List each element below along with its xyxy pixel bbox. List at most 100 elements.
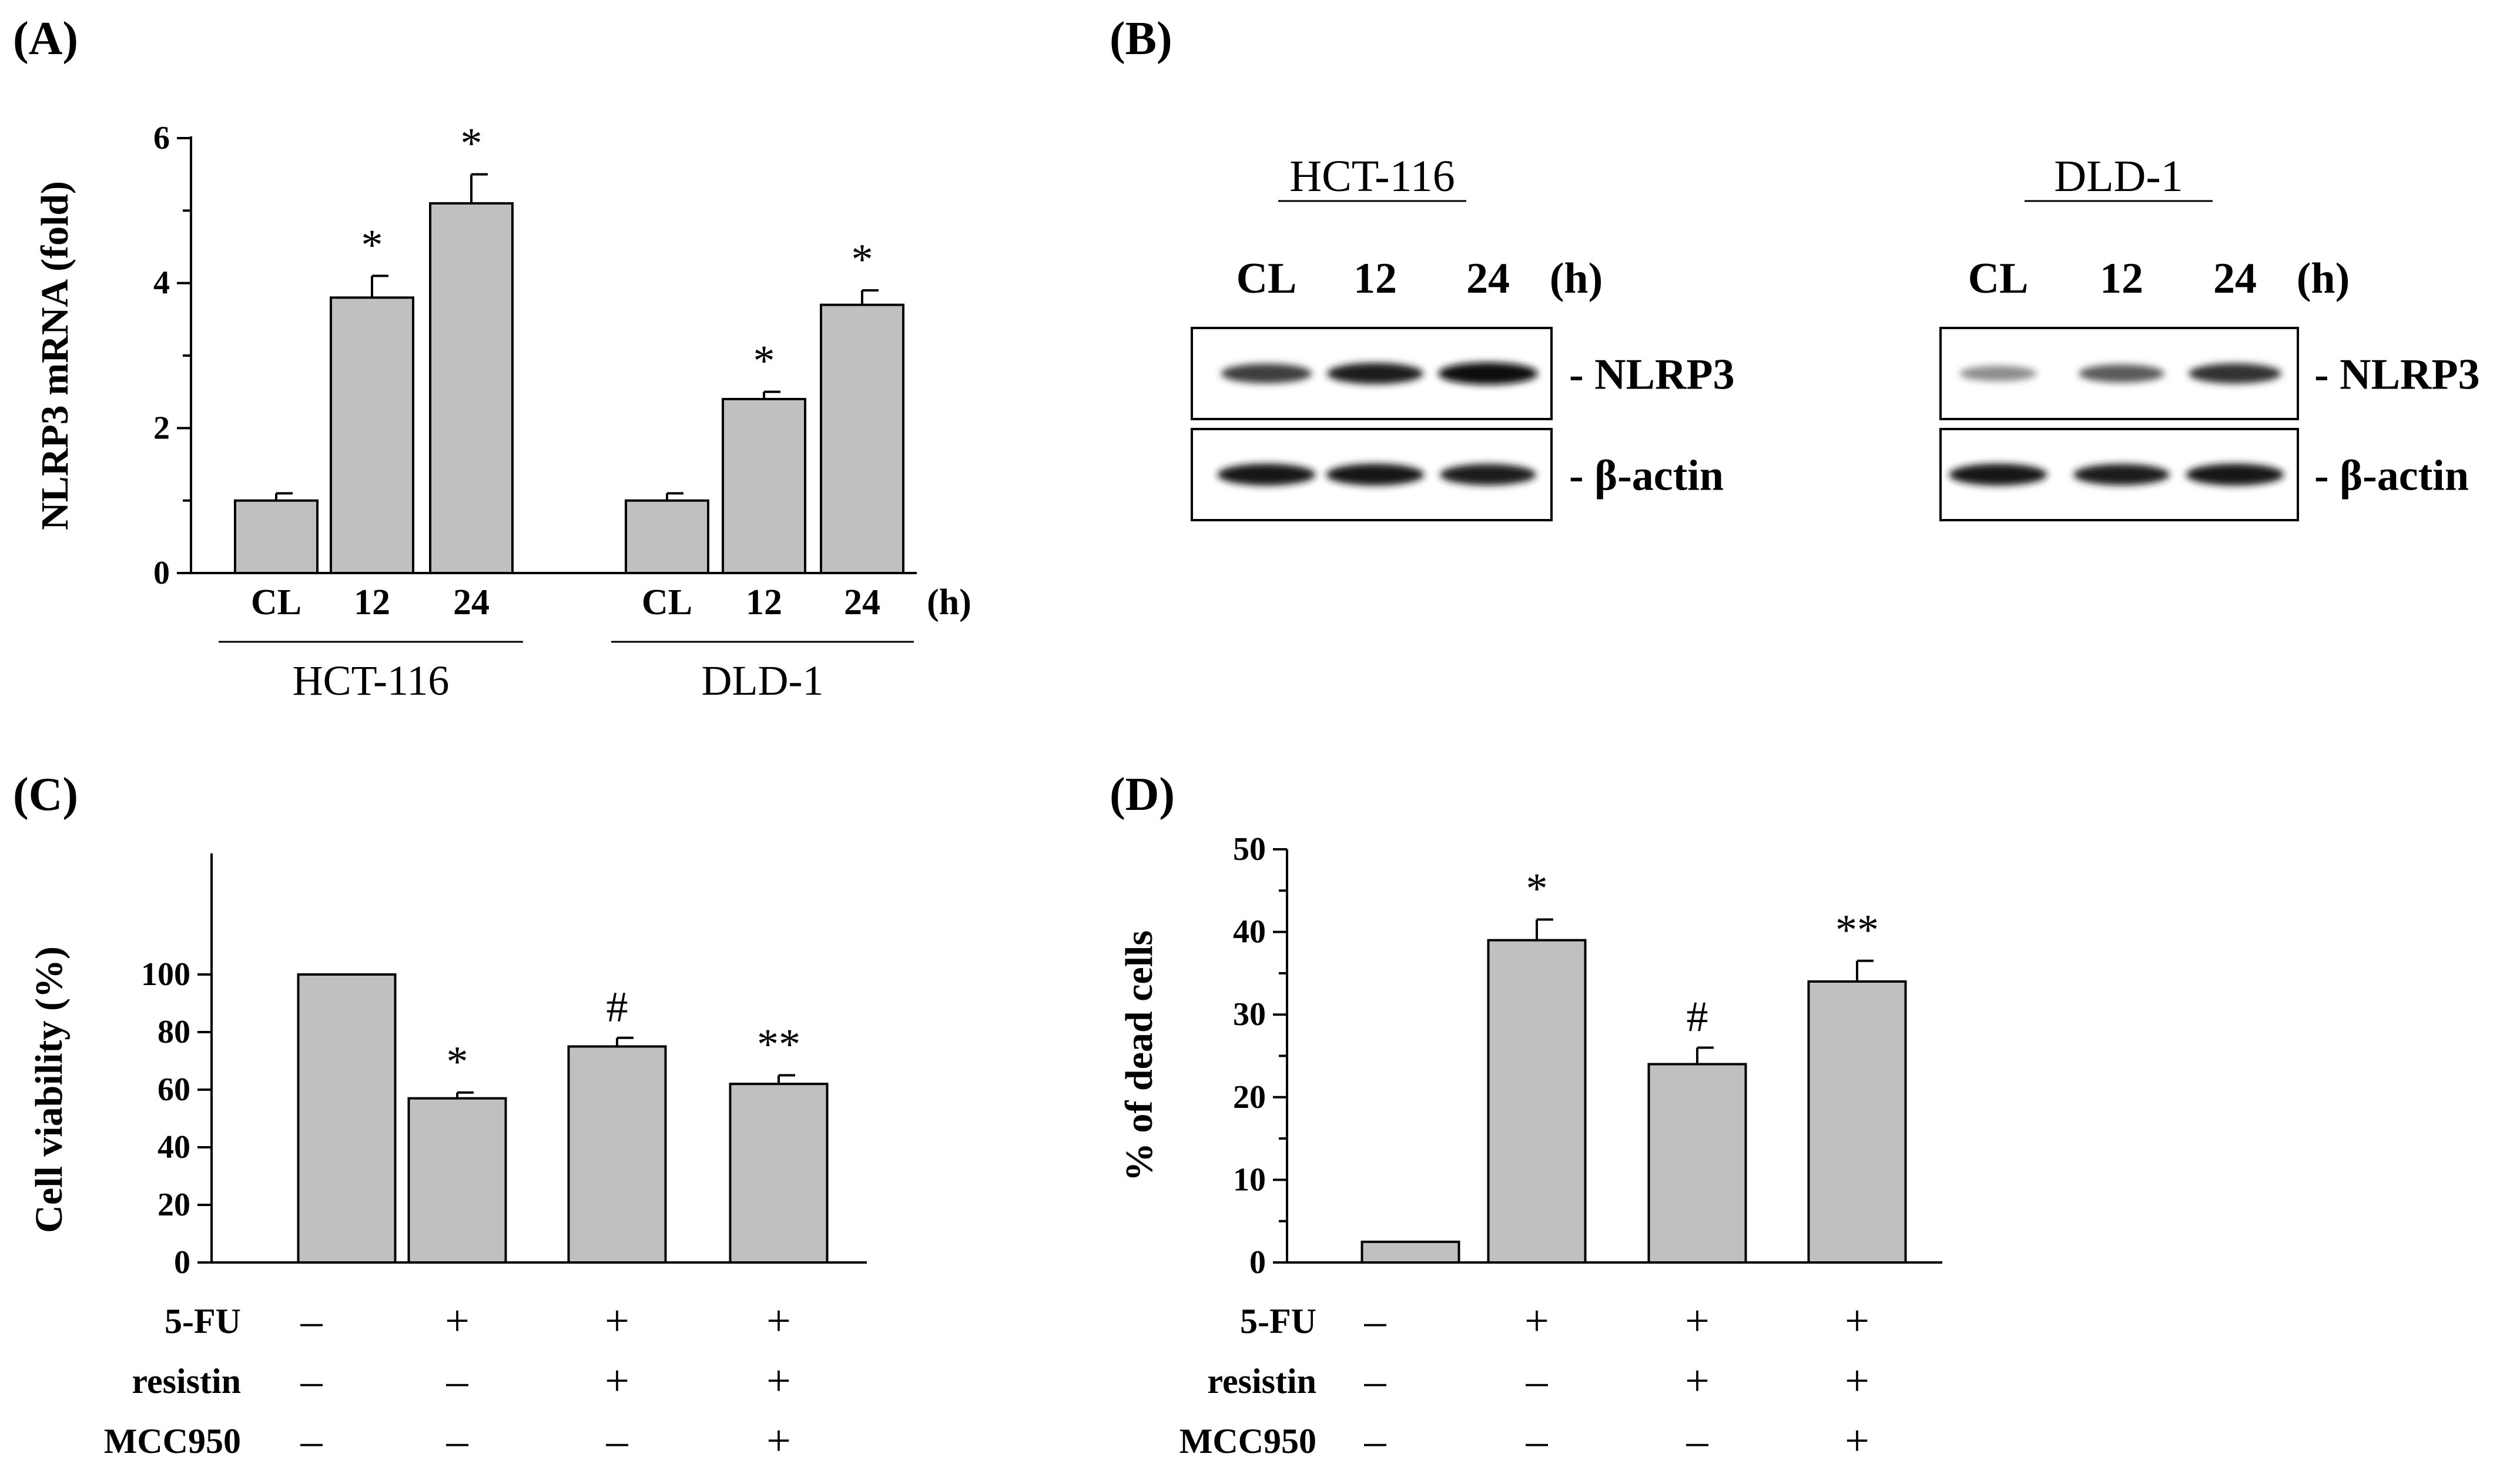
y-tick-label: 6 [153,120,170,156]
condition-sign: + [1524,1297,1549,1345]
condition-sign: – [606,1417,629,1465]
significance-marker: # [1687,993,1708,1041]
blot-cell-line-title: HCT-116 [1289,152,1455,201]
bar [625,499,709,575]
condition-sign: – [300,1297,323,1345]
group-label: DLD-1 [702,657,824,704]
bar [429,202,514,574]
blot-band [1221,363,1312,384]
blot-band [2189,363,2281,384]
blot-time-unit: (h) [1550,254,1603,303]
y-tick-label: 0 [174,1244,190,1281]
y-tick-label: 20 [1233,1079,1266,1116]
blot-lane-label: 24 [1466,254,1510,303]
blot-cell-line-title: DLD-1 [2054,152,2183,201]
condition-sign: – [1364,1297,1387,1345]
condition-sign: – [300,1417,323,1465]
bar [729,1083,829,1264]
blot-band [1217,463,1316,486]
bar [722,398,806,574]
x-category-label: CL [251,582,301,622]
y-tick-label: 20 [158,1187,190,1223]
y-tick-label: 60 [158,1071,190,1108]
y-tick-label: 40 [158,1129,190,1165]
condition-sign: + [1685,1357,1710,1405]
y-tick-label: 80 [158,1014,190,1050]
panel-label-b: (B) [1110,13,1172,65]
bar [1360,1240,1460,1264]
blot-lane-label: CL [1236,254,1297,303]
blot-band [2079,364,2164,383]
panel-label-a: (A) [13,13,78,65]
significance-marker: ** [1835,906,1879,954]
blot-time-unit: (h) [2297,254,2350,303]
significance-marker: # [606,983,628,1031]
blot-row-label: - β-actin [2314,452,2469,500]
significance-marker: * [753,337,775,386]
panel-label-c: (C) [13,769,78,820]
blot-lane-label: 24 [2213,254,2257,303]
chart-c-cell-viability: 0 20 40 60 80 100 Cell viability (%) * # ** 5-FU – +… [28,853,867,1465]
bar [297,973,397,1264]
x-category-label: 24 [453,582,490,622]
y-axis-label: Cell viability (%) [28,946,71,1233]
significance-marker: ** [757,1021,800,1069]
bar [234,499,319,575]
blot-row-label: - NLRP3 [2314,351,2480,399]
blot-band [1438,362,1538,385]
x-category-label: 12 [354,582,390,622]
y-tick-label: 10 [1233,1161,1266,1198]
blot-lane-label: CL [1968,254,2029,303]
condition-sign: – [1526,1417,1549,1465]
group-label: HCT-116 [293,657,450,704]
condition-label: 5-FU [165,1302,241,1341]
significance-marker: * [1526,865,1548,913]
y-tick-label: 30 [1233,996,1266,1033]
condition-sign: – [300,1357,323,1405]
condition-sign: + [1845,1297,1869,1345]
blot-band [1949,463,2048,486]
significance-marker: * [461,120,482,168]
condition-sign: + [445,1297,470,1345]
condition-label: resistin [132,1362,241,1401]
condition-label: MCC950 [1179,1422,1316,1461]
condition-sign: – [446,1357,469,1405]
y-tick-label: 0 [153,555,170,591]
bar [407,1097,507,1264]
blot-band [2073,464,2170,485]
blot-band [2186,463,2284,486]
western-blot-panel: HCT-116 CL 12 24 (h) - NLRP3 - β-actin DLD-1 CL 1… [1191,152,2480,521]
x-category-label: 12 [746,582,782,622]
condition-sign: – [1364,1417,1387,1465]
x-category-label: 24 [844,582,880,622]
bar [567,1045,667,1264]
blot-lane-label: 12 [1353,254,1397,303]
condition-sign: + [605,1357,629,1405]
blot-band [1326,463,1425,486]
blot-row-label: - NLRP3 [1569,351,1735,399]
condition-label: MCC950 [104,1422,241,1461]
condition-sign: + [766,1297,791,1345]
blot-lane-label: 12 [2100,254,2143,303]
bar [820,303,904,575]
condition-sign: – [1686,1417,1709,1465]
condition-sign: – [1526,1357,1549,1405]
condition-label: resistin [1207,1362,1316,1401]
blot-row-label: - β-actin [1569,452,1724,500]
y-tick-label: 40 [1233,914,1266,950]
y-axis-label: % of dead cells [1118,930,1161,1181]
y-tick-label: 50 [1233,831,1266,868]
blot-band [1959,366,2037,381]
bar [1647,1063,1747,1264]
significance-marker: * [361,221,383,269]
blot-band [1440,464,1536,485]
panel-label-d: (D) [1110,769,1175,820]
condition-sign: + [1845,1417,1869,1465]
condition-sign: – [1364,1357,1387,1405]
bar [1807,980,1907,1264]
x-unit-label: (h) [927,582,971,622]
y-tick-label: 0 [1249,1244,1266,1281]
y-tick-label: 100 [141,956,190,993]
condition-sign: + [766,1357,791,1405]
